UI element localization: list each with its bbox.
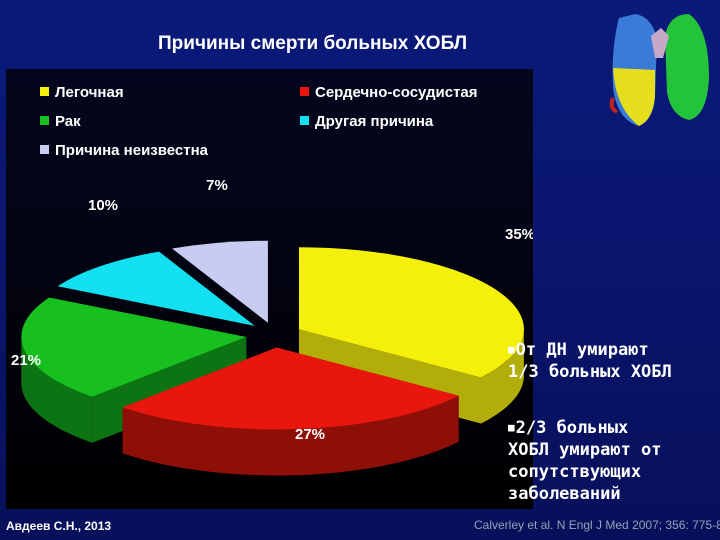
legend-item: Легочная [40,84,124,101]
pie-slice-side [122,395,459,476]
pie-value-label: 27% [295,426,325,443]
bullet-line: ХОБЛ умирают от [508,440,662,460]
legend-item: Другая причина [300,113,433,130]
pie-slice [21,297,247,397]
bullet-marker-icon: ■ [508,343,515,356]
legend-swatch [300,87,309,96]
legend-swatch [40,87,49,96]
bullet-line: 1/3 больных ХОБЛ [508,362,672,382]
pie-value-label: 21% [11,352,41,369]
pie-slice-side [21,337,93,443]
bullet-marker-icon: ■ [508,421,515,434]
pie-slice [172,240,268,323]
legend-label: Рак [55,113,81,130]
source-citation: Calverley et al. N Engl J Med 2007; 356:… [474,518,720,532]
legend-label: Легочная [55,84,124,101]
legend-swatch [300,116,309,125]
bullet-item: ■От ДН умирают 1/3 больных ХОБЛ [508,339,672,383]
pie-slice-side [481,329,524,424]
lungs-illustration [609,14,709,126]
legend-item: Причина неизвестна [40,142,208,159]
pie-slice [122,347,459,430]
legend-item: Сердечно-сосудистая [300,84,478,101]
legend-swatch [40,145,49,154]
pie-value-label: 10% [88,197,118,214]
pie-value-label: 7% [206,177,228,194]
pie-slice [298,247,524,378]
bullet-line: 2/3 больных [515,418,629,438]
legend-label: Сердечно-сосудистая [315,84,478,101]
pie-chart: 35% 27% 21% 10% 7% [11,177,533,476]
pie-slice [57,251,255,326]
bullet-line: сопутствующих [508,462,642,482]
slide-title: Причины смерти больных ХОБЛ [158,33,468,54]
legend-label: Причина неизвестна [55,142,209,159]
chart-panel: Легочная Сердечно-сосудистая Рак Другая при… [6,69,533,509]
bullet-line: От ДН умирают [515,340,649,360]
legend-label: Другая причина [315,113,434,130]
bullet-line: заболеваний [508,484,621,504]
pie-value-label: 35% [505,226,533,243]
author-credit: Авдеев С.Н., 2013 [6,519,112,533]
bullet-item: ■2/3 больных ХОБЛ умирают от сопутствующих… [508,417,662,505]
legend-swatch [40,116,49,125]
legend-item: Рак [40,113,81,130]
